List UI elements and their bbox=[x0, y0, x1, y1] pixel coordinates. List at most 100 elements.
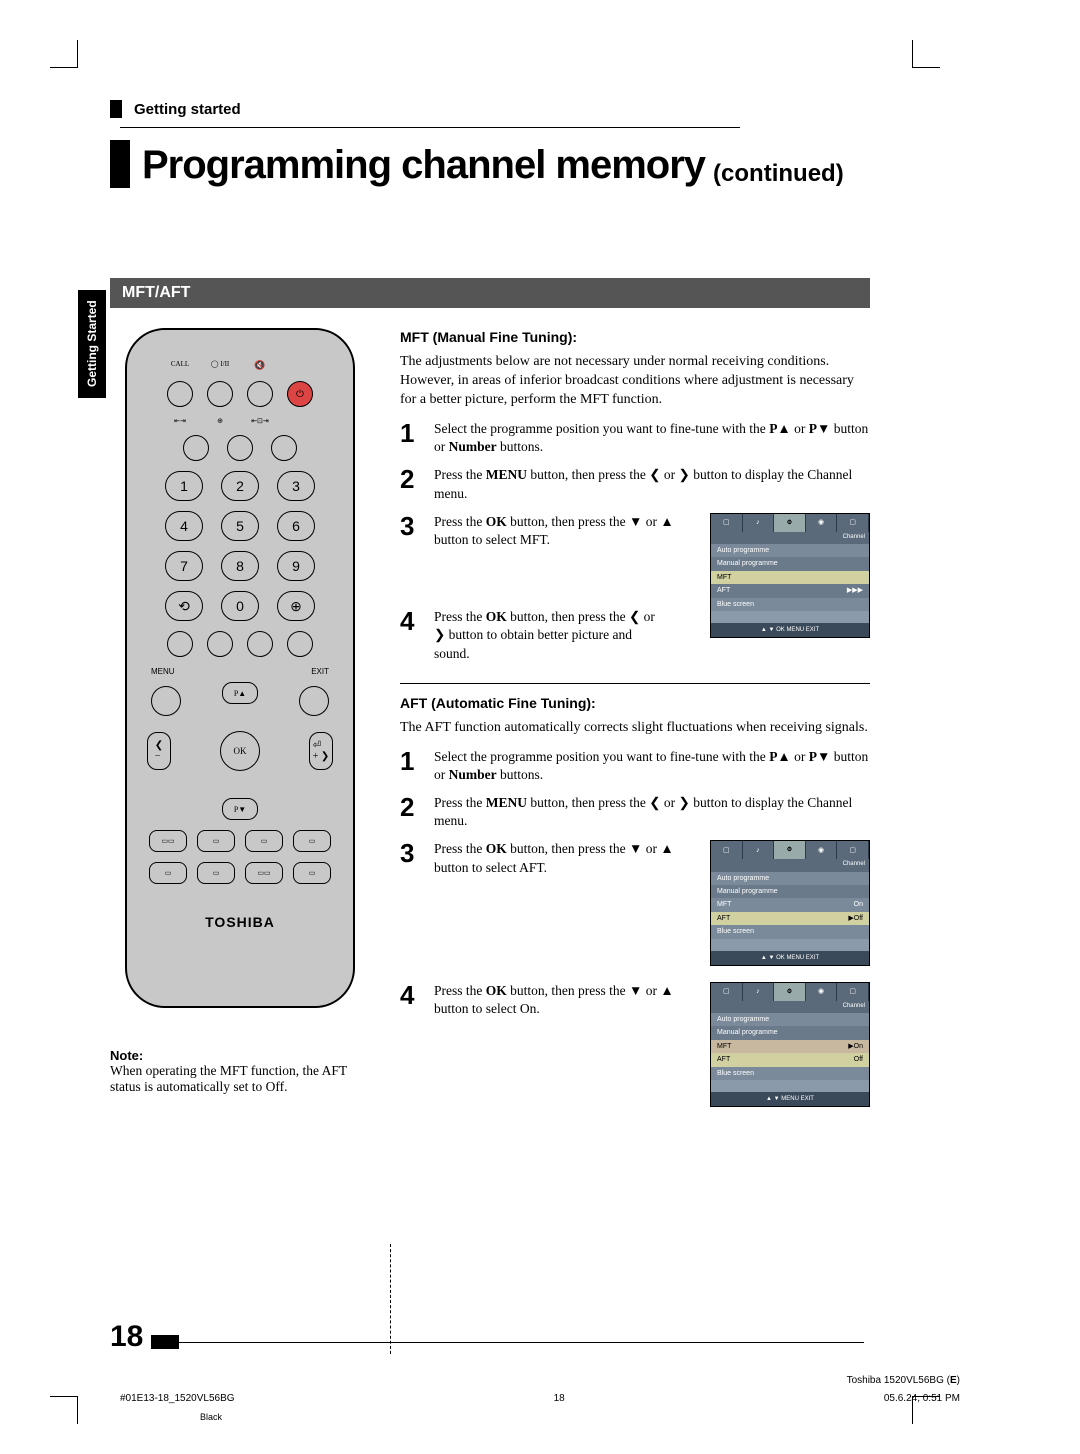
remote-btn: ▭▭ bbox=[245, 862, 283, 884]
osd-tab-icon: ♪ bbox=[743, 841, 775, 859]
menu-label: MENU bbox=[151, 667, 175, 676]
remote-illustration: CALL ◯ I/II 🔇 ⏻ ⇤⇥ ⊕ ⇤⊡⇥ bbox=[125, 328, 355, 1008]
note-text: When operating the MFT function, the AFT… bbox=[110, 1063, 370, 1095]
osd-row: Blue screen bbox=[711, 925, 869, 938]
osd-tab-icon: ▢ bbox=[837, 841, 869, 859]
remote-btn bbox=[167, 631, 193, 657]
remote-btn: ▭ bbox=[197, 862, 235, 884]
osd-footer: ▲ ▼ OK MENU EXIT bbox=[711, 623, 869, 637]
aft-title: AFT (Automatic Fine Tuning): bbox=[400, 694, 870, 713]
remote-btn: ▭▭ bbox=[149, 830, 187, 852]
mft-step-1: 1 Select the programme position you want… bbox=[400, 420, 870, 456]
page-subtitle: (continued) bbox=[713, 160, 844, 188]
osd-channel-label: Channel bbox=[711, 532, 869, 544]
osd-row: Blue screen bbox=[711, 1067, 869, 1080]
num-2-button: 2 bbox=[221, 471, 259, 501]
divider bbox=[400, 683, 870, 684]
header-accent-bar bbox=[110, 100, 122, 118]
p-down-button: P▼ bbox=[222, 798, 258, 820]
footer-meta: #01E13-18_1520VL56BG 18 05.6.24, 0:51 PM bbox=[120, 1393, 960, 1404]
remote-label-call: CALL bbox=[167, 360, 193, 371]
section-header: MFT/AFT bbox=[110, 278, 870, 308]
osd-row: AFT▶▶▶ bbox=[711, 584, 869, 597]
remote-btn: ▭ bbox=[293, 862, 331, 884]
remote-btn bbox=[287, 631, 313, 657]
step-text: Press the OK button, then press the ❮ or… bbox=[434, 608, 664, 663]
remote-btn bbox=[227, 435, 253, 461]
step-number: 1 bbox=[400, 748, 420, 774]
osd-row: Blue screen bbox=[711, 598, 869, 611]
title-accent-bar bbox=[110, 140, 130, 188]
page-content: Getting started Programming channel memo… bbox=[110, 100, 870, 1117]
osd-tab-icon: ▢ bbox=[711, 983, 743, 1001]
num-6-button: 6 bbox=[277, 511, 315, 541]
remote-btn: ▭ bbox=[293, 830, 331, 852]
brand-label: TOSHIBA bbox=[141, 914, 339, 930]
num-0-button: 0 bbox=[221, 591, 259, 621]
footer-color: Black bbox=[200, 1412, 222, 1422]
aft-step-1: 1 Select the programme position you want… bbox=[400, 748, 870, 784]
ok-button: OK bbox=[220, 731, 260, 771]
remote-label: ◯ I/II bbox=[207, 360, 233, 371]
remote-btn: ⟲ bbox=[165, 591, 203, 621]
note-block: Note: When operating the MFT function, t… bbox=[110, 1048, 370, 1095]
num-3-button: 3 bbox=[277, 471, 315, 501]
osd-tab-icon: ♪ bbox=[743, 983, 775, 1001]
step-text: Press the OK button, then press the ▼ or… bbox=[434, 982, 698, 1018]
step-text: Select the programme position you want t… bbox=[434, 748, 870, 784]
remote-btn bbox=[207, 381, 233, 407]
osd-tab-icon: ▢ bbox=[711, 841, 743, 859]
osd-row: Manual programme bbox=[711, 557, 869, 570]
osd-row-selected: AFT▶Off bbox=[711, 912, 869, 925]
osd-tab-icon: ▢ bbox=[711, 514, 743, 532]
osd-tab-channel: ⚙ bbox=[774, 841, 806, 859]
num-1-button: 1 bbox=[165, 471, 203, 501]
crop-mark bbox=[50, 40, 78, 68]
osd-channel-menu-aft-on: ▢ ♪ ⚙ ◉ ▢ Channel Auto programme Manual … bbox=[710, 982, 870, 1107]
step-number: 3 bbox=[400, 513, 420, 539]
osd-footer: ▲ ▼ MENU EXIT bbox=[711, 1092, 869, 1106]
step-text: Press the OK button, then press the ▼ or… bbox=[434, 840, 698, 876]
aft-intro: The AFT function automatically corrects … bbox=[400, 719, 870, 738]
left-button: ❮− bbox=[147, 732, 171, 770]
step-number: 4 bbox=[400, 982, 420, 1008]
step-number: 2 bbox=[400, 466, 420, 492]
mute-icon: 🔇 bbox=[247, 360, 273, 371]
crop-mark bbox=[50, 1396, 78, 1424]
osd-row-selected: MFT bbox=[711, 571, 869, 584]
osd-channel-label: Channel bbox=[711, 859, 869, 871]
num-4-button: 4 bbox=[165, 511, 203, 541]
osd-tab-icon: ◉ bbox=[806, 514, 838, 532]
page-number-area: 18 bbox=[110, 1320, 870, 1354]
remote-btn: ▭ bbox=[245, 830, 283, 852]
osd-tab-icon: ▢ bbox=[837, 514, 869, 532]
step-text: Select the programme position you want t… bbox=[434, 420, 870, 456]
page-title: Programming channel memory bbox=[142, 143, 705, 188]
remote-btn: ⊕ bbox=[277, 591, 315, 621]
remote-btn: ▭ bbox=[149, 862, 187, 884]
aft-step-3: 3 Press the OK button, then press the ▼ … bbox=[400, 840, 870, 965]
footer-model: Toshiba 1520VL56BG (E) bbox=[847, 1375, 960, 1386]
osd-row: MFT▶On bbox=[711, 1040, 869, 1053]
remote-btn bbox=[167, 381, 193, 407]
remote-btn bbox=[247, 381, 273, 407]
p-up-button: P▲ bbox=[222, 682, 258, 704]
kicker: Getting started bbox=[134, 101, 241, 118]
mft-intro: The adjustments below are not necessary … bbox=[400, 353, 870, 410]
osd-tab-icon: ◉ bbox=[806, 983, 838, 1001]
footer-file: #01E13-18_1520VL56BG bbox=[120, 1393, 235, 1404]
num-7-button: 7 bbox=[165, 551, 203, 581]
osd-channel-label: Channel bbox=[711, 1001, 869, 1013]
osd-channel-menu-mft: ▢ ♪ ⚙ ◉ ▢ Channel Auto programme Manual … bbox=[710, 513, 870, 638]
osd-footer: ▲ ▼ OK MENU EXIT bbox=[711, 951, 869, 965]
step-text: Press the MENU button, then press the ❮ … bbox=[434, 466, 870, 502]
remote-btn bbox=[207, 631, 233, 657]
step-number: 3 bbox=[400, 840, 420, 866]
num-9-button: 9 bbox=[277, 551, 315, 581]
aft-step-4: 4 Press the OK button, then press the ▼ … bbox=[400, 982, 870, 1107]
exit-label: EXIT bbox=[311, 667, 329, 676]
step-number: 1 bbox=[400, 420, 420, 446]
crop-mark bbox=[912, 40, 940, 68]
osd-tab-channel: ⚙ bbox=[774, 514, 806, 532]
osd-tab-icon: ▢ bbox=[837, 983, 869, 1001]
